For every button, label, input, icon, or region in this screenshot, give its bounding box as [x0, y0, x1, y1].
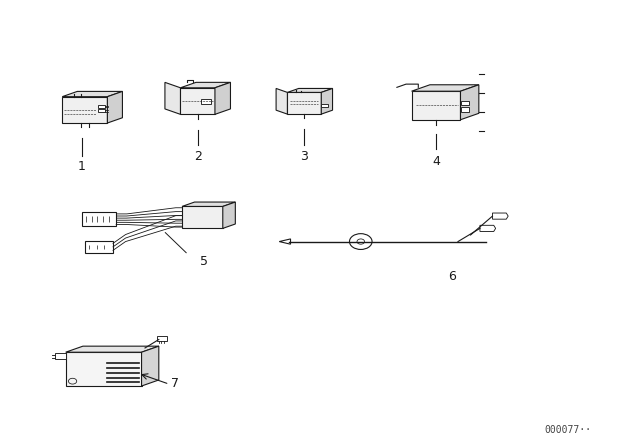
Polygon shape — [461, 108, 470, 112]
Polygon shape — [201, 99, 211, 104]
Polygon shape — [215, 82, 230, 114]
Polygon shape — [223, 202, 236, 228]
Polygon shape — [180, 88, 215, 114]
Polygon shape — [165, 82, 180, 114]
Polygon shape — [412, 91, 461, 120]
Polygon shape — [182, 202, 236, 207]
Text: 6: 6 — [448, 270, 456, 283]
Polygon shape — [480, 225, 495, 232]
Text: 000077··: 000077·· — [544, 425, 591, 435]
Polygon shape — [157, 336, 168, 341]
Polygon shape — [412, 85, 479, 91]
Polygon shape — [276, 88, 287, 114]
Polygon shape — [461, 101, 470, 105]
Polygon shape — [66, 346, 159, 352]
Circle shape — [349, 234, 372, 250]
Polygon shape — [279, 239, 291, 244]
Polygon shape — [141, 346, 159, 386]
Polygon shape — [62, 97, 108, 123]
Polygon shape — [287, 92, 321, 114]
Polygon shape — [55, 353, 66, 359]
Text: 4: 4 — [432, 155, 440, 168]
Polygon shape — [321, 88, 333, 114]
Text: 3: 3 — [300, 150, 308, 163]
Polygon shape — [321, 104, 328, 107]
Polygon shape — [98, 104, 105, 108]
Polygon shape — [493, 213, 508, 219]
Polygon shape — [182, 207, 223, 228]
Text: 5: 5 — [200, 255, 208, 268]
Text: 1: 1 — [77, 160, 86, 173]
Text: 7: 7 — [172, 377, 179, 390]
Polygon shape — [98, 109, 105, 112]
Polygon shape — [461, 85, 479, 120]
Polygon shape — [85, 241, 113, 253]
Polygon shape — [66, 352, 141, 386]
Polygon shape — [287, 88, 333, 92]
Polygon shape — [180, 82, 230, 88]
Text: 2: 2 — [194, 150, 202, 163]
Polygon shape — [62, 91, 122, 97]
Polygon shape — [108, 91, 122, 123]
Polygon shape — [82, 212, 116, 226]
